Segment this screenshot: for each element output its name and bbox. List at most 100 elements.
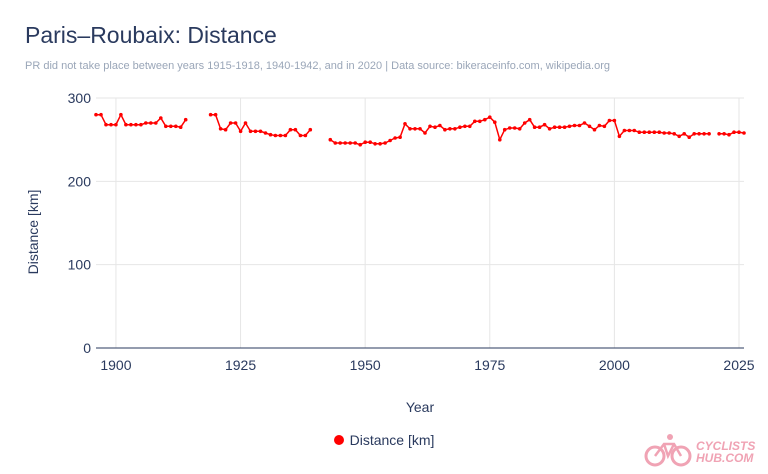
- data-point[interactable]: [154, 121, 158, 125]
- data-point[interactable]: [463, 124, 467, 129]
- data-point[interactable]: [677, 134, 681, 139]
- data-point[interactable]: [174, 124, 178, 129]
- data-point[interactable]: [632, 128, 637, 133]
- data-point[interactable]: [164, 124, 168, 129]
- data-point[interactable]: [448, 127, 452, 131]
- data-point[interactable]: [223, 127, 228, 132]
- data-point[interactable]: [238, 129, 243, 134]
- data-point[interactable]: [388, 138, 392, 143]
- data-point[interactable]: [493, 120, 497, 124]
- data-point[interactable]: [109, 122, 113, 127]
- data-point[interactable]: [228, 121, 233, 125]
- data-point[interactable]: [517, 127, 522, 131]
- data-point[interactable]: [159, 116, 163, 120]
- data-point[interactable]: [507, 126, 512, 130]
- data-point[interactable]: [278, 133, 283, 138]
- data-point[interactable]: [592, 127, 597, 132]
- data-point[interactable]: [443, 127, 447, 132]
- data-point[interactable]: [552, 125, 557, 129]
- data-point[interactable]: [248, 129, 253, 134]
- data-point[interactable]: [393, 136, 397, 140]
- data-point[interactable]: [607, 118, 612, 123]
- data-point[interactable]: [363, 140, 368, 144]
- data-point[interactable]: [253, 129, 258, 134]
- data-point[interactable]: [258, 129, 263, 134]
- data-point[interactable]: [707, 132, 711, 136]
- data-point[interactable]: [134, 122, 138, 127]
- data-point[interactable]: [527, 117, 532, 122]
- data-point[interactable]: [547, 127, 552, 131]
- data-point[interactable]: [617, 134, 622, 139]
- data-point[interactable]: [692, 132, 696, 136]
- data-point[interactable]: [732, 130, 736, 134]
- data-point[interactable]: [542, 122, 547, 127]
- data-point[interactable]: [567, 124, 572, 129]
- data-point[interactable]: [438, 123, 442, 128]
- data-point[interactable]: [652, 130, 657, 134]
- data-point[interactable]: [597, 123, 602, 128]
- data-point[interactable]: [423, 131, 427, 135]
- data-point[interactable]: [458, 125, 462, 129]
- data-point[interactable]: [288, 127, 293, 132]
- data-point[interactable]: [368, 140, 373, 144]
- data-point[interactable]: [333, 141, 338, 145]
- data-point[interactable]: [94, 112, 98, 117]
- chart-legend[interactable]: Distance [km]: [0, 432, 768, 448]
- data-point[interactable]: [478, 119, 482, 124]
- data-point[interactable]: [532, 125, 537, 129]
- data-point[interactable]: [308, 127, 313, 132]
- data-point[interactable]: [268, 132, 273, 137]
- data-point[interactable]: [428, 124, 432, 129]
- data-point[interactable]: [298, 133, 303, 138]
- data-point[interactable]: [208, 112, 213, 117]
- data-point[interactable]: [343, 141, 348, 145]
- data-point[interactable]: [557, 125, 562, 129]
- data-point[interactable]: [622, 128, 627, 133]
- data-point[interactable]: [178, 125, 183, 129]
- data-point[interactable]: [682, 132, 686, 136]
- data-point[interactable]: [418, 127, 422, 131]
- data-point[interactable]: [139, 122, 143, 127]
- data-point[interactable]: [562, 125, 567, 129]
- data-point[interactable]: [218, 127, 223, 131]
- data-point[interactable]: [403, 122, 407, 126]
- data-point[interactable]: [697, 132, 701, 136]
- data-point[interactable]: [328, 137, 333, 142]
- data-point[interactable]: [602, 124, 607, 129]
- data-point[interactable]: [512, 126, 517, 130]
- data-point[interactable]: [213, 112, 218, 117]
- data-point[interactable]: [737, 130, 741, 134]
- data-point[interactable]: [373, 142, 377, 146]
- data-point[interactable]: [522, 121, 527, 125]
- data-point[interactable]: [717, 132, 721, 136]
- data-point[interactable]: [263, 131, 268, 135]
- data-point[interactable]: [119, 112, 123, 117]
- data-point[interactable]: [383, 141, 387, 145]
- data-point[interactable]: [149, 121, 153, 125]
- data-point[interactable]: [293, 127, 298, 132]
- data-point[interactable]: [657, 130, 662, 134]
- data-point[interactable]: [453, 127, 457, 131]
- data-point[interactable]: [577, 123, 582, 128]
- data-point[interactable]: [498, 137, 502, 142]
- data-point[interactable]: [637, 130, 642, 134]
- data-point[interactable]: [642, 130, 647, 134]
- data-point[interactable]: [233, 121, 238, 125]
- data-point[interactable]: [398, 135, 402, 139]
- data-point[interactable]: [473, 119, 477, 124]
- data-point[interactable]: [114, 122, 118, 127]
- data-point[interactable]: [468, 124, 472, 129]
- data-point[interactable]: [413, 127, 417, 131]
- data-point[interactable]: [104, 122, 108, 127]
- data-point[interactable]: [662, 131, 666, 135]
- data-point[interactable]: [348, 141, 353, 145]
- data-point[interactable]: [722, 132, 726, 136]
- data-point[interactable]: [537, 125, 542, 129]
- data-point[interactable]: [687, 135, 691, 139]
- data-point[interactable]: [587, 124, 592, 129]
- data-point[interactable]: [273, 133, 278, 138]
- data-point[interactable]: [243, 121, 248, 125]
- data-point[interactable]: [433, 125, 437, 129]
- data-point[interactable]: [303, 133, 308, 138]
- data-point[interactable]: [488, 115, 492, 119]
